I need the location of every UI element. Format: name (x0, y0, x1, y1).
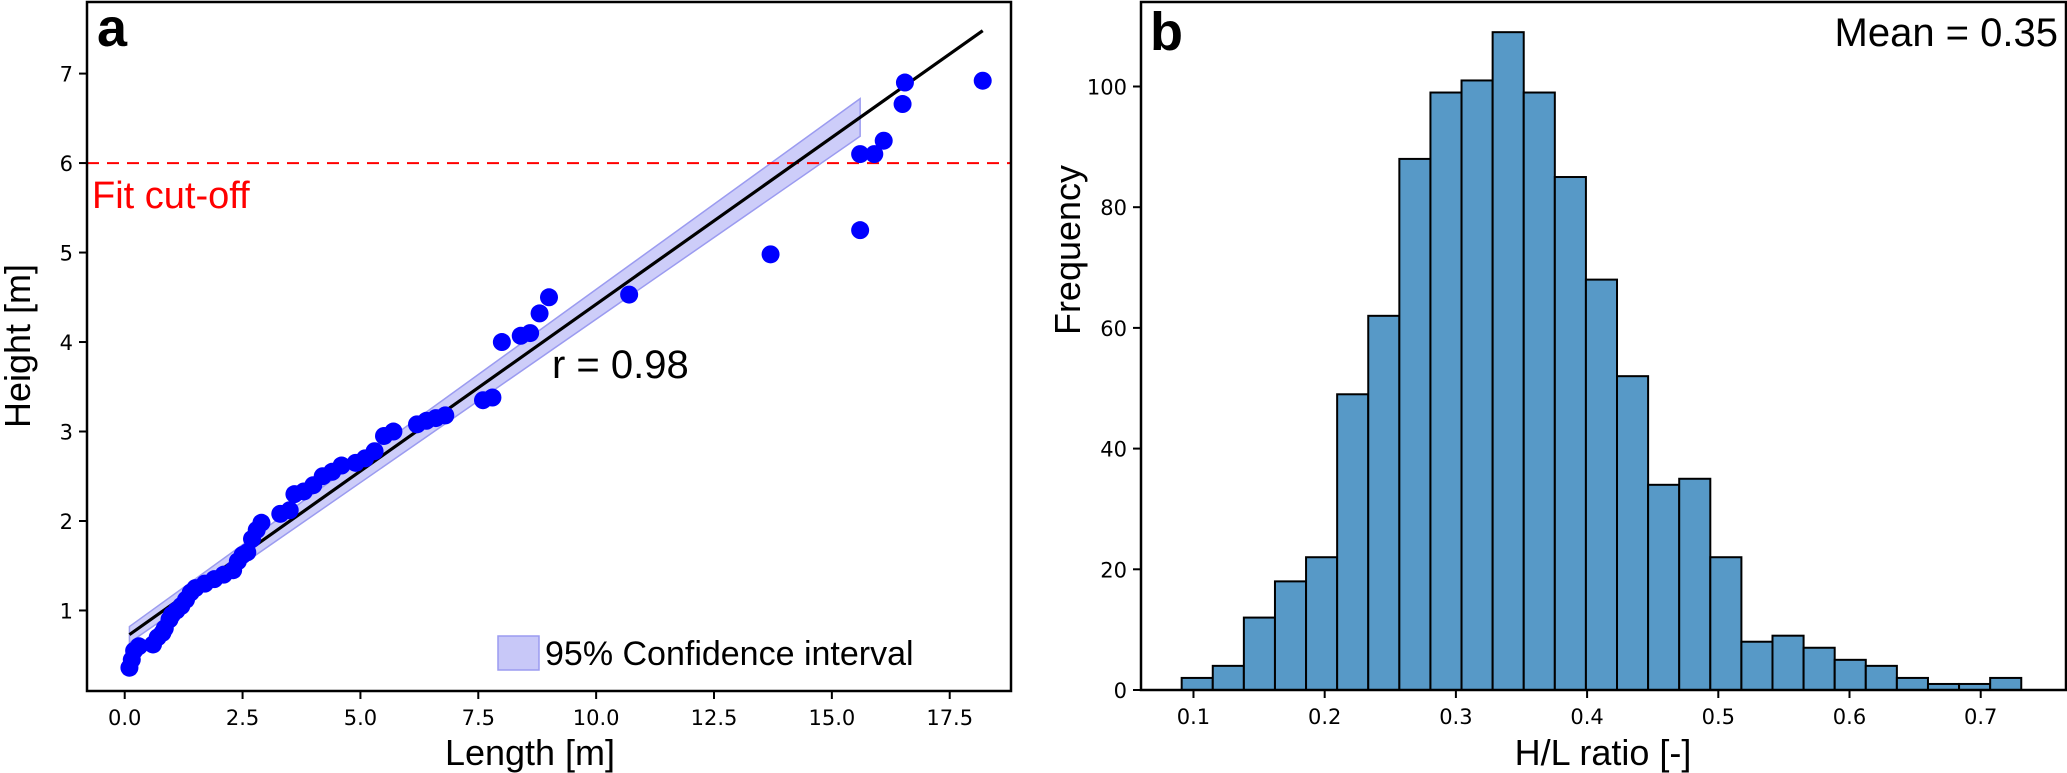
x-tick-label: 15.0 (808, 706, 855, 730)
x-tick-label: 17.5 (926, 706, 973, 730)
histogram-bar (1273, 580, 1308, 691)
legend-label: 95% Confidence interval (545, 635, 914, 673)
correlation-annotation: r = 0.98 (552, 343, 689, 387)
histogram-bar (1305, 556, 1339, 692)
histogram-bar (1398, 157, 1432, 691)
x-tick-label: 5.0 (344, 706, 377, 730)
x-tick-label: 0.7 (1964, 705, 1997, 729)
histogram-bar (1242, 616, 1276, 691)
y-tick-label: 4 (60, 331, 73, 355)
scatter-point (761, 245, 780, 264)
histogram-bar (1989, 676, 2023, 691)
legend: 95% Confidence interval (497, 635, 914, 673)
scatter-point (483, 388, 502, 407)
x-tick-label: 0.6 (1833, 705, 1866, 729)
histogram-bar (1864, 664, 1898, 691)
x-tick-label: 0.0 (108, 706, 141, 730)
y-tick-label: 0 (1114, 679, 1127, 703)
histogram-bar (1584, 278, 1619, 691)
histogram-bar (1211, 664, 1245, 691)
scatter-point (492, 333, 511, 352)
x-tick-label: 7.5 (462, 706, 495, 730)
histogram-bar (1771, 634, 1805, 691)
y-tick-label: 60 (1100, 317, 1127, 341)
scatter-point (280, 501, 299, 520)
y-axis-label-a: Height [m] (0, 264, 38, 428)
x-tick-label: 0.1 (1177, 705, 1210, 729)
scatter-point (384, 422, 403, 441)
x-ticks-a: 0.0 2.5 5.0 7.5 10.0 12.5 15.0 17.5 (108, 691, 973, 730)
scatter-point (865, 145, 884, 164)
scatter-point (252, 513, 271, 532)
panel-letter-b: b (1150, 2, 1183, 62)
histogram-bar (1553, 176, 1587, 692)
panel-letter-a: a (97, 0, 128, 58)
histogram-bar (1367, 314, 1401, 691)
mean-annotation: Mean = 0.35 (1835, 11, 2059, 55)
y-axis-label-b: Frequency (1047, 165, 1088, 335)
panel-b-histogram: 0.1 0.2 0.3 0.4 0.5 0.6 0.7 0 20 40 60 80 100 b Mea… (1047, 0, 2067, 773)
legend-swatch (497, 635, 540, 671)
scatter-point (874, 131, 893, 150)
y-tick-label: 40 (1100, 438, 1127, 462)
scatter-points-layer (120, 71, 992, 677)
x-tick-label: 0.3 (1439, 705, 1472, 729)
histogram-bar (1336, 393, 1370, 691)
histogram-bar (1180, 676, 1214, 691)
scatter-point (851, 145, 870, 164)
histogram-bar (1740, 640, 1774, 691)
y-tick-label: 6 (60, 152, 73, 176)
scatter-point (521, 324, 540, 343)
histogram-bar (1429, 91, 1463, 692)
y-tick-label: 80 (1100, 196, 1127, 220)
histogram-bar (1895, 676, 1929, 691)
histogram-bar (1522, 91, 1556, 692)
scatter-point (893, 95, 912, 114)
y-tick-label: 1 (60, 599, 73, 623)
histogram-bars-layer (1180, 31, 2023, 692)
y-tick-label: 3 (60, 421, 73, 445)
cutoff-label: Fit cut-off (92, 175, 250, 217)
histogram-bar (1709, 556, 1743, 692)
x-ticks-b: 0.1 0.2 0.3 0.4 0.5 0.6 0.7 (1177, 690, 1997, 729)
scatter-point (129, 637, 148, 656)
histogram-bar (1616, 375, 1650, 691)
axes-frame-b (1139, 0, 2067, 692)
y-tick-label: 2 (60, 510, 73, 534)
histogram-bar (1491, 31, 1525, 692)
histogram-bar (1802, 646, 1836, 692)
axes-frame-a (85, 0, 1013, 693)
x-axis-label-a: Length [m] (445, 732, 615, 773)
x-tick-label: 0.2 (1308, 705, 1341, 729)
scatter-point (973, 71, 992, 90)
x-tick-label: 10.0 (573, 706, 620, 730)
scatter-point (620, 285, 639, 304)
y-tick-label: 100 (1087, 75, 1127, 99)
histogram-bar (1460, 79, 1494, 692)
fit-line-layer (128, 29, 984, 636)
scatter-point (436, 406, 455, 425)
scatter-point (851, 221, 870, 240)
scatter-point (332, 456, 351, 475)
x-tick-label: 0.5 (1702, 705, 1735, 729)
scatter-point (365, 442, 384, 461)
scatter-point (530, 304, 549, 323)
y-tick-label: 5 (60, 242, 73, 266)
panel-a-scatter: 0.0 2.5 5.0 7.5 10.0 12.5 15.0 17.5 1 2 3 4 5 6 7 a F… (0, 0, 1013, 773)
y-ticks-a: 1 2 3 4 5 6 7 (60, 63, 87, 623)
x-tick-label: 12.5 (691, 706, 738, 730)
x-tick-label: 2.5 (226, 706, 259, 730)
histogram-bar (1647, 483, 1681, 691)
scatter-point (540, 288, 558, 307)
y-tick-label: 7 (60, 63, 73, 87)
x-tick-label: 0.4 (1570, 705, 1603, 729)
histogram-bar (1833, 658, 1867, 692)
histogram-bar (1678, 477, 1712, 692)
scatter-point (895, 73, 914, 92)
fit-line (128, 29, 984, 636)
y-ticks-b: 0 20 40 60 80 100 (1087, 75, 1141, 703)
y-tick-label: 20 (1100, 558, 1127, 582)
x-axis-label-b: H/L ratio [-] (1515, 732, 1692, 773)
